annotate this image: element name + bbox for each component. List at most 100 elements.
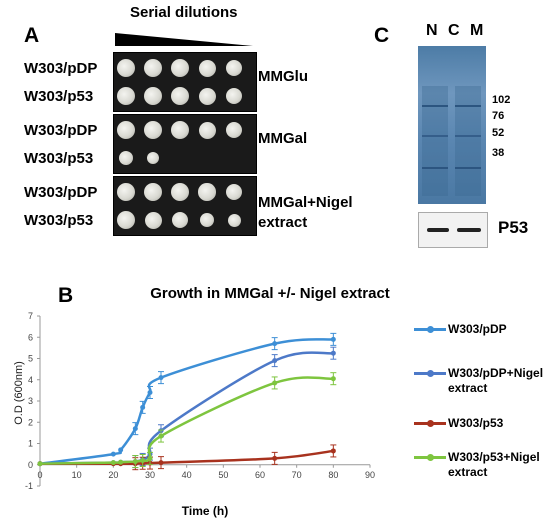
strain-label: W303/pDP — [24, 60, 98, 77]
colony-spot — [226, 184, 242, 200]
legend-marker — [427, 326, 434, 333]
y-tick-label: 0 — [28, 460, 33, 470]
colony-spot — [117, 211, 135, 229]
condition-label: MMGal+Nigel — [258, 194, 353, 211]
colony-spot — [171, 59, 189, 77]
mw-marker-label: 38 — [492, 147, 505, 159]
data-point — [37, 461, 43, 467]
lane-label: N — [426, 22, 438, 39]
colony-spot — [172, 212, 188, 228]
condition-label: MMGlu — [258, 68, 308, 85]
x-tick-label: 50 — [218, 470, 228, 480]
legend-label-line: extract — [448, 381, 488, 395]
strain-label: W303/p53 — [24, 150, 94, 167]
colony-spot — [200, 213, 214, 227]
x-tick-label: 90 — [365, 470, 375, 480]
mw-marker-label: 102 — [492, 94, 511, 106]
data-point — [110, 460, 116, 466]
series-line — [39, 376, 334, 465]
blot-label: P53 — [498, 218, 529, 237]
dilution-plate — [113, 52, 257, 112]
panel-b-letter: B — [58, 284, 74, 307]
y-tick-label: 5 — [28, 354, 33, 364]
panel-c-letter: C — [374, 24, 390, 47]
x-tick-label: 10 — [72, 470, 82, 480]
legend-label: W303/p53+Nigel extract — [448, 450, 540, 480]
colony-spot — [144, 211, 162, 229]
y-tick-label: 1 — [28, 439, 33, 449]
y-tick-label: 6 — [28, 332, 33, 342]
y-axis-label: O.D (600nm) — [13, 361, 25, 425]
colony-spot — [171, 121, 189, 139]
colony-spot — [171, 87, 189, 105]
x-tick-label: 20 — [108, 470, 118, 480]
colony-spot — [198, 183, 216, 201]
legend-label-line: W303/p53+Nigel — [448, 450, 540, 464]
condition-label: MMGal — [258, 130, 308, 147]
mw-markers: 102 76 52 38 — [492, 94, 532, 164]
lane-label: C — [448, 22, 460, 39]
blot-band-n — [427, 228, 449, 232]
dilution-plate — [113, 114, 257, 174]
colony-spot — [198, 121, 216, 139]
blot-band-c — [457, 228, 481, 232]
data-point — [118, 447, 124, 453]
colony-spot — [117, 183, 135, 201]
strain-label: W303/p53 — [24, 88, 94, 105]
y-tick-label: 7 — [28, 311, 33, 321]
colony-spot — [198, 59, 216, 77]
legend-marker — [427, 420, 434, 427]
strain-label: W303/pDP — [24, 184, 98, 201]
legend-label: W303/p53 — [448, 416, 503, 431]
colony-spot — [144, 59, 162, 77]
y-tick-label: -1 — [25, 481, 33, 491]
x-axis-label: Time (h) — [182, 504, 228, 518]
x-tick-label: 30 — [145, 470, 155, 480]
x-tick-label: 60 — [255, 470, 265, 480]
spot-assay-panel: W303/pDP W303/p53 MMGlu W303/pDP W303/p53 MMG… — [0, 52, 360, 242]
panel-a-title: Serial dilutions — [130, 4, 238, 21]
dilution-wedge — [115, 33, 253, 46]
legend-label: W303/pDP — [448, 322, 507, 337]
colony-spot — [144, 87, 162, 105]
legend-label-line: W303/pDP+Nigel — [448, 366, 544, 380]
colony-spot — [117, 59, 135, 77]
dilution-plate — [113, 176, 257, 236]
legend-marker — [427, 370, 434, 377]
colony-spot — [144, 121, 162, 139]
legend-label-line: W303/pDP — [448, 322, 507, 336]
y-tick-label: 4 — [28, 375, 33, 385]
x-tick-label: 80 — [328, 470, 338, 480]
colony-spot — [144, 183, 162, 201]
colony-spot — [117, 87, 135, 105]
colony-spot — [226, 60, 242, 76]
chart-legend: W303/pDP W303/pDP+Nigel extract W303/p53 W30… — [400, 300, 550, 500]
legend-marker — [427, 454, 434, 461]
x-tick-label: 40 — [182, 470, 192, 480]
mw-marker-label: 52 — [492, 127, 505, 139]
x-tick-label: 70 — [292, 470, 302, 480]
y-tick-label: 2 — [28, 417, 33, 427]
colony-spot — [171, 183, 189, 201]
legend-label-line: extract — [448, 465, 488, 479]
colony-spot — [226, 88, 242, 104]
x-tick-label: 0 — [37, 470, 42, 480]
colony-spot — [227, 213, 241, 227]
colony-spot — [198, 87, 216, 105]
western-blot — [418, 212, 488, 248]
colony-spot — [147, 152, 159, 164]
colony-spot — [226, 122, 242, 138]
legend-label: W303/pDP+Nigel extract — [448, 366, 543, 396]
strain-label: W303/p53 — [24, 212, 94, 229]
mw-marker-label: 76 — [492, 110, 505, 122]
series-line — [39, 338, 334, 465]
coomassie-gel — [418, 46, 486, 204]
strain-label: W303/pDP — [24, 122, 98, 139]
data-point — [110, 451, 116, 457]
chart-title: Growth in MMGal +/- Nigel extract — [150, 285, 390, 302]
lane-label: M — [470, 22, 484, 39]
colony-spot — [119, 151, 133, 165]
growth-chart: Growth in MMGal +/- Nigel extract -1 0 1 2 3 4… — [13, 285, 390, 518]
gel-lane-bands — [422, 86, 481, 196]
